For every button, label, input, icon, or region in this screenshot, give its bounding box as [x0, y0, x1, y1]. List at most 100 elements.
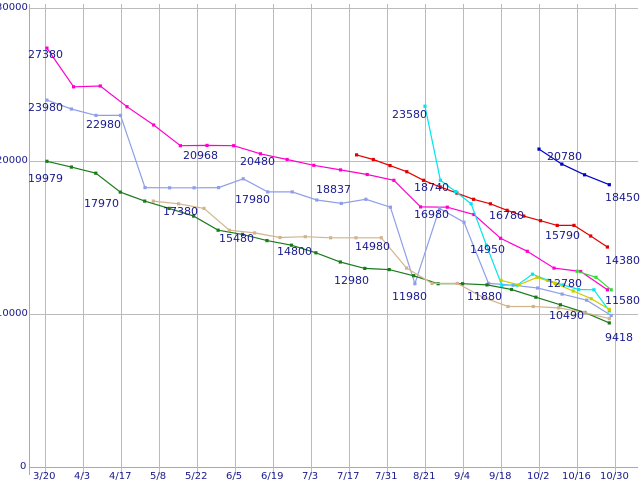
data-point-marker [605, 245, 609, 249]
data-point-marker [151, 199, 155, 203]
data-point-label: 14950 [470, 243, 505, 256]
data-point-marker [289, 243, 293, 247]
data-point-label: 20780 [547, 150, 582, 163]
data-point-marker [506, 304, 510, 309]
x-tick-label: 6/5 [226, 471, 243, 480]
data-point-label: 19979 [28, 172, 63, 185]
data-point-marker [363, 266, 367, 270]
data-point-marker [445, 205, 449, 209]
data-point-marker [500, 283, 504, 287]
data-point-marker [392, 178, 396, 182]
data-point-label: 14980 [355, 240, 390, 253]
data-point-marker [265, 239, 269, 243]
data-point-label: 23580 [392, 108, 427, 121]
series-line [46, 47, 608, 291]
data-point-marker [379, 236, 383, 240]
data-point-marker [266, 190, 270, 194]
data-point-label: 15790 [545, 229, 580, 242]
data-point-marker [412, 274, 416, 278]
data-point-marker [609, 313, 613, 318]
data-point-marker [98, 84, 102, 88]
data-point-marker [339, 201, 343, 205]
data-point-marker [421, 178, 426, 182]
x-tick-label: 6/19 [261, 471, 284, 480]
series-tan [151, 199, 611, 321]
series-light-blue [45, 98, 613, 318]
data-point-marker [217, 186, 221, 190]
data-point-marker [45, 98, 49, 102]
data-point-label: 14800 [277, 245, 312, 258]
data-point-label: 20968 [183, 149, 218, 162]
series-line [538, 148, 610, 186]
data-point-marker [558, 303, 562, 307]
series-lime [575, 269, 613, 292]
data-point-marker [560, 292, 564, 296]
data-point-marker [589, 297, 593, 301]
data-point-marker [438, 178, 442, 182]
data-point-marker [143, 199, 147, 203]
data-point-label: 16980 [414, 208, 449, 221]
series-line [46, 160, 610, 324]
data-point-marker [530, 272, 535, 276]
data-point-marker [45, 46, 49, 50]
data-point-marker [314, 251, 318, 255]
data-point-marker [227, 228, 231, 232]
data-point-label: 11880 [467, 290, 502, 303]
data-point-marker [143, 186, 147, 190]
series-dark-blue [537, 147, 611, 187]
data-point-marker [579, 269, 583, 274]
data-point-marker [484, 243, 488, 247]
data-point-label: 12980 [334, 274, 369, 287]
x-tick-label: 9/4 [454, 471, 471, 480]
series-red [355, 153, 609, 249]
data-point-marker [45, 159, 49, 163]
y-tick-label: 0 [20, 461, 27, 472]
data-point-marker [253, 231, 257, 235]
data-point-marker [419, 205, 423, 209]
x-tick-label: 8/21 [413, 471, 436, 480]
data-point-label: 17970 [84, 197, 119, 210]
data-point-marker [538, 219, 543, 223]
data-point-marker [355, 153, 359, 157]
data-point-label: 18450 [605, 191, 640, 204]
x-tick-label: 7/31 [375, 471, 398, 480]
data-point-marker [585, 298, 589, 302]
data-point-marker [525, 249, 529, 253]
x-tick-label: 4/17 [109, 471, 132, 480]
series-olive [499, 275, 611, 311]
x-tick-label: 10/2 [527, 471, 550, 480]
series-line [356, 154, 608, 248]
data-point-marker [290, 190, 294, 194]
x-tick-label: 4/3 [74, 471, 91, 480]
data-point-marker [69, 165, 73, 169]
data-point-marker [607, 321, 611, 325]
y-tick-label: 20000 [0, 155, 28, 166]
series-line [46, 99, 612, 317]
data-point-marker [94, 171, 98, 175]
data-point-label: 17380 [163, 205, 198, 218]
data-point-marker [607, 317, 611, 321]
data-point-marker [388, 205, 392, 209]
data-point-marker [338, 168, 343, 172]
data-point-marker [609, 288, 613, 292]
data-point-marker [118, 190, 122, 194]
data-point-marker [178, 144, 182, 148]
data-point-marker [405, 170, 409, 174]
data-point-marker [202, 206, 206, 210]
data-point-label: 22980 [86, 118, 121, 131]
data-point-marker [94, 113, 98, 117]
data-point-marker [338, 260, 342, 264]
data-point-label: 27380 [28, 48, 63, 61]
x-tick-label: 10/30 [600, 471, 629, 480]
data-point-marker [535, 275, 539, 279]
data-point-marker [485, 283, 489, 287]
data-point-marker [515, 283, 519, 287]
data-point-label: 12780 [547, 277, 582, 290]
data-point-marker [572, 223, 576, 227]
data-point-label: 18740 [414, 181, 449, 194]
data-point-marker [592, 288, 596, 292]
x-tick-label: 9/18 [489, 471, 512, 480]
data-point-marker [555, 223, 559, 227]
data-point-marker [589, 234, 593, 238]
